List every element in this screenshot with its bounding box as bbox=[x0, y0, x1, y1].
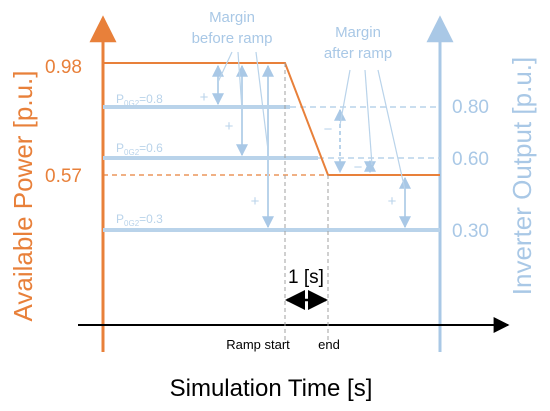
leader-line bbox=[364, 69, 373, 166]
right-tick-label: 0.60 bbox=[452, 149, 489, 170]
available-power-line bbox=[103, 62, 440, 176]
leader-line bbox=[339, 69, 351, 126]
plus-sign: + bbox=[225, 118, 234, 135]
ramp-start-label: Ramp start bbox=[226, 337, 290, 352]
left-tick-label: 0.57 bbox=[45, 166, 82, 187]
margin-before-leaders bbox=[217, 51, 269, 151]
level-label: P0G2=0.6 bbox=[116, 141, 163, 157]
leader-line bbox=[237, 51, 243, 111]
plus-sign: + bbox=[388, 193, 397, 210]
margin-after-leaders bbox=[339, 69, 406, 191]
margin-before-label-line2: before ramp bbox=[192, 30, 273, 47]
leader-line bbox=[217, 51, 233, 83]
time-axis-label: Simulation Time [s] bbox=[170, 375, 373, 402]
level-label: P0G2=0.8 bbox=[116, 92, 163, 108]
left-axis-label: Available Power [p.u.] bbox=[8, 71, 38, 322]
duration-label: 1 [s] bbox=[288, 267, 324, 288]
left-tick-label: 0.98 bbox=[45, 57, 82, 78]
ramp-end-label: end bbox=[318, 337, 340, 352]
plus-sign: + bbox=[200, 89, 209, 106]
minus-sign: − bbox=[324, 121, 333, 138]
level-lines bbox=[103, 105, 440, 232]
margin-before-label-line1: Margin bbox=[209, 9, 255, 26]
leader-line bbox=[255, 51, 269, 151]
level-label: P0G2=0.3 bbox=[116, 212, 163, 228]
margin-after-label-line1: Margin bbox=[335, 24, 381, 41]
plus-sign: + bbox=[251, 193, 260, 210]
available-power-curve bbox=[103, 62, 440, 176]
margin-after-arrows bbox=[334, 108, 411, 229]
axes bbox=[78, 15, 510, 352]
margin-after-label-line2: after ramp bbox=[324, 45, 392, 62]
leader-line bbox=[377, 69, 406, 191]
minus-sign: − bbox=[354, 159, 363, 176]
right-axis-label: Inverter Output [p.u.] bbox=[507, 57, 537, 295]
right-tick-label: 0.30 bbox=[452, 221, 489, 242]
right-tick-label: 0.80 bbox=[452, 97, 489, 118]
